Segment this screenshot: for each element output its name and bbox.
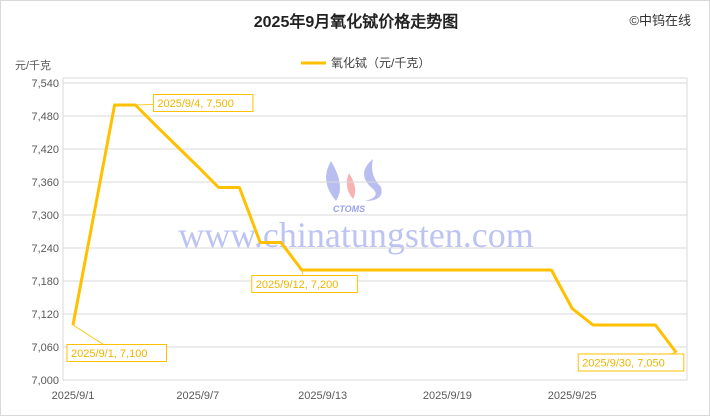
x-tick-label: 2025/9/13	[298, 390, 347, 402]
legend-label: 氧化铽（元/千克）	[331, 55, 430, 70]
y-tick-label: 7,000	[31, 375, 59, 387]
x-tick-label: 2025/9/25	[548, 390, 597, 402]
annotation-box	[251, 275, 358, 293]
data-label: 2025/9/1, 7,100	[71, 348, 147, 360]
watermark-logo-text: CTOMS	[333, 204, 365, 214]
y-tick-label: 7,180	[31, 276, 59, 288]
watermark-logo-icon	[326, 161, 340, 201]
annotation-box	[577, 353, 685, 372]
plot-area	[62, 77, 688, 381]
series-line	[71, 103, 678, 354]
y-tick-label: 7,120	[31, 309, 59, 321]
data-label: 2025/9/4, 7,500	[157, 98, 233, 110]
y-tick-label: 7,420	[31, 144, 59, 156]
x-tick-label: 2025/9/7	[176, 390, 219, 402]
annotation-box	[152, 94, 254, 112]
y-axis-label: 元/千克	[15, 59, 51, 72]
data-label: 2025/9/12, 7,200	[256, 279, 339, 291]
y-tick-label: 7,540	[31, 78, 59, 90]
watermark-logo-icon-2	[346, 173, 356, 199]
x-tick-label: 2025/9/1	[52, 390, 95, 402]
watermark: CTOMS www.chinatungsten.com	[178, 159, 534, 255]
copyright: ©中钨在线	[629, 13, 691, 28]
y-tick-label: 7,300	[31, 210, 59, 222]
annotation-box	[66, 344, 167, 362]
y-tick-label: 7,240	[31, 243, 59, 255]
watermark-url: www.chinatungsten.com	[178, 215, 534, 255]
y-tick-label: 7,060	[31, 342, 59, 354]
data-label: 2025/9/30, 7,050	[582, 358, 665, 370]
x-tick-label: 2025/9/19	[423, 390, 472, 402]
y-tick-label: 7,480	[31, 111, 59, 123]
watermark-logo-icon-3	[364, 159, 382, 201]
y-tick-label: 7,360	[31, 177, 59, 189]
chart-title: 2025年9月氧化铽价格走势图	[254, 12, 459, 31]
